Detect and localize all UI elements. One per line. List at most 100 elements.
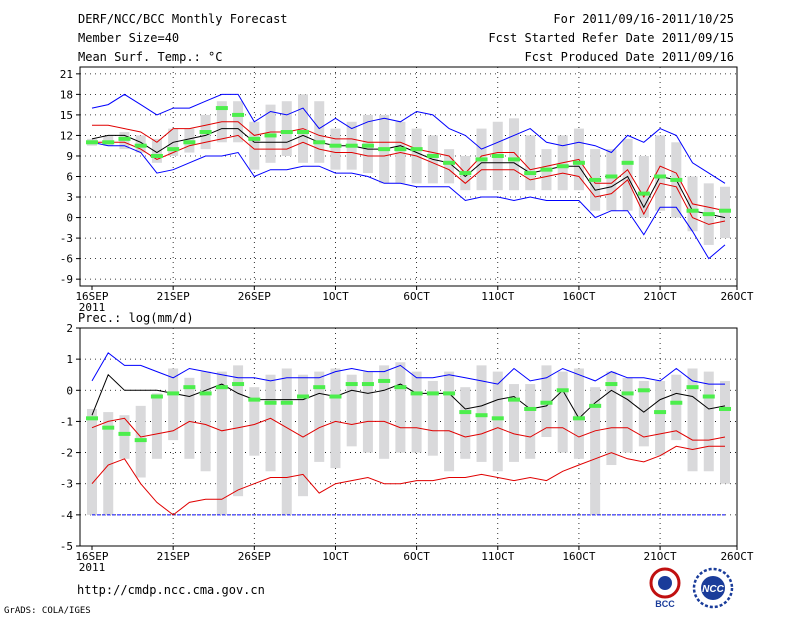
prec-frame [79, 327, 738, 547]
prec-median-mark [491, 416, 504, 421]
temp-box [509, 118, 519, 191]
prec-box [492, 371, 503, 472]
temp-box [655, 135, 666, 211]
temp-median-mark [426, 153, 439, 158]
temp-median-mark [410, 147, 423, 152]
prec-box [703, 371, 714, 472]
temp-median-mark [232, 112, 245, 117]
temp-xtick-label: 6OCT [403, 290, 430, 303]
header-start-date: Fcst Started Refer Date 2011/09/15 [488, 31, 734, 45]
prec-xtick-label: 6OCT [403, 550, 430, 563]
temp-median-mark [199, 130, 212, 135]
prec-box [573, 368, 584, 459]
temp-median-mark [719, 208, 731, 213]
prec-median-mark [621, 391, 634, 396]
temp-ytick-label: 21 [60, 68, 73, 81]
prec-median-mark [556, 388, 569, 393]
temp-median-mark [556, 164, 569, 169]
prec-box [103, 412, 114, 515]
prec-box [281, 368, 292, 515]
prec-box [590, 387, 601, 515]
prec-box [395, 362, 406, 453]
prec-median-mark [410, 391, 423, 396]
prec-box [87, 408, 97, 515]
footer-credit: GrADS: COLA/IGES [4, 606, 91, 616]
prec-median-mark [654, 410, 667, 415]
temp-median-mark [264, 133, 277, 138]
prec-box [444, 371, 455, 472]
header-variable: Mean Surf. Temp.: °C [78, 50, 223, 64]
prec-median-mark [248, 397, 261, 402]
prec-box [557, 371, 568, 453]
temp-median-mark [134, 143, 147, 148]
prec-box [655, 380, 666, 456]
prec-ytick-label: -2 [60, 447, 73, 460]
ncc-logo-text: NCC [702, 584, 724, 595]
temp-median-mark [621, 160, 634, 165]
prec-median-mark [378, 378, 391, 383]
prec-ytick-label: -3 [60, 478, 73, 491]
temp-median-mark [167, 147, 180, 152]
temp-ytick-label: -3 [60, 232, 73, 245]
temp-box [638, 155, 649, 218]
prec-box [216, 371, 227, 515]
prec-box [249, 387, 260, 456]
footer-url[interactable]: http://cmdp.ncc.cma.gov.cn [77, 583, 265, 597]
temp-median-mark [605, 174, 618, 179]
temp-xtick-label: 11OCT [481, 290, 514, 303]
temp-median-mark [215, 106, 228, 111]
temp-xtick-label: 26SEP [238, 290, 271, 303]
temp-median-mark [524, 171, 537, 176]
prec-box [119, 415, 130, 459]
temp-ytick-label: 18 [60, 88, 73, 101]
prec-median-mark [508, 397, 520, 402]
header-title: DERF/NCC/BCC Monthly Forecast [78, 12, 288, 26]
prec-ytick-label: -4 [60, 509, 74, 522]
prec-xtick-label: 26OCT [720, 550, 753, 563]
prec-title: Prec.: log(mm/d) [78, 311, 194, 325]
bcc-logo-text: BCC [655, 599, 675, 609]
prec-box [411, 371, 422, 453]
prec-box [151, 393, 162, 459]
temp-max-line [91, 93, 726, 184]
temp-box [444, 149, 455, 184]
temp-xtick-label: 1OCT [322, 290, 349, 303]
temp-xtick-label: 26OCT [720, 290, 753, 303]
prec-box [168, 368, 179, 441]
header-member-size: Member Size=40 [78, 31, 180, 45]
temp-median-mark [329, 143, 342, 148]
temp-upper-line [92, 121, 726, 212]
prec-median-mark [443, 391, 456, 396]
temp-ytick-label: 0 [66, 212, 73, 225]
temp-median-mark [572, 160, 585, 165]
prec-box [330, 368, 341, 469]
temp-median-mark [459, 171, 472, 176]
prec-box [200, 371, 211, 472]
temp-median-mark [118, 136, 131, 141]
prec-box [687, 368, 698, 472]
temp-median-mark [150, 153, 163, 158]
prec-ytick-label: 0 [66, 384, 73, 397]
prec-ytick-label: -5 [60, 540, 73, 553]
ncc-logo: NCC [692, 567, 734, 609]
prec-median-mark [670, 400, 683, 405]
prec-box [346, 374, 357, 447]
prec-xtick-label: 16SEP [75, 550, 108, 563]
temp-xtick-label: 21SEP [157, 290, 190, 303]
temp-median-mark [183, 140, 196, 145]
temp-median-mark [686, 208, 699, 213]
temp-median-mark [361, 143, 374, 148]
bcc-logo-core [658, 576, 672, 590]
prec-median-mark [199, 391, 212, 396]
prec-box [720, 380, 730, 484]
prec-median-mark [297, 394, 309, 399]
temp-median-mark [313, 140, 326, 145]
temp-box [330, 128, 341, 170]
prec-median-mark [686, 385, 699, 390]
prec-box [314, 371, 325, 462]
temp-median-mark [102, 140, 115, 145]
prec-median-mark [572, 416, 585, 421]
temp-xtick-label: 16OCT [562, 290, 595, 303]
temp-ytick-label: -6 [60, 253, 73, 266]
